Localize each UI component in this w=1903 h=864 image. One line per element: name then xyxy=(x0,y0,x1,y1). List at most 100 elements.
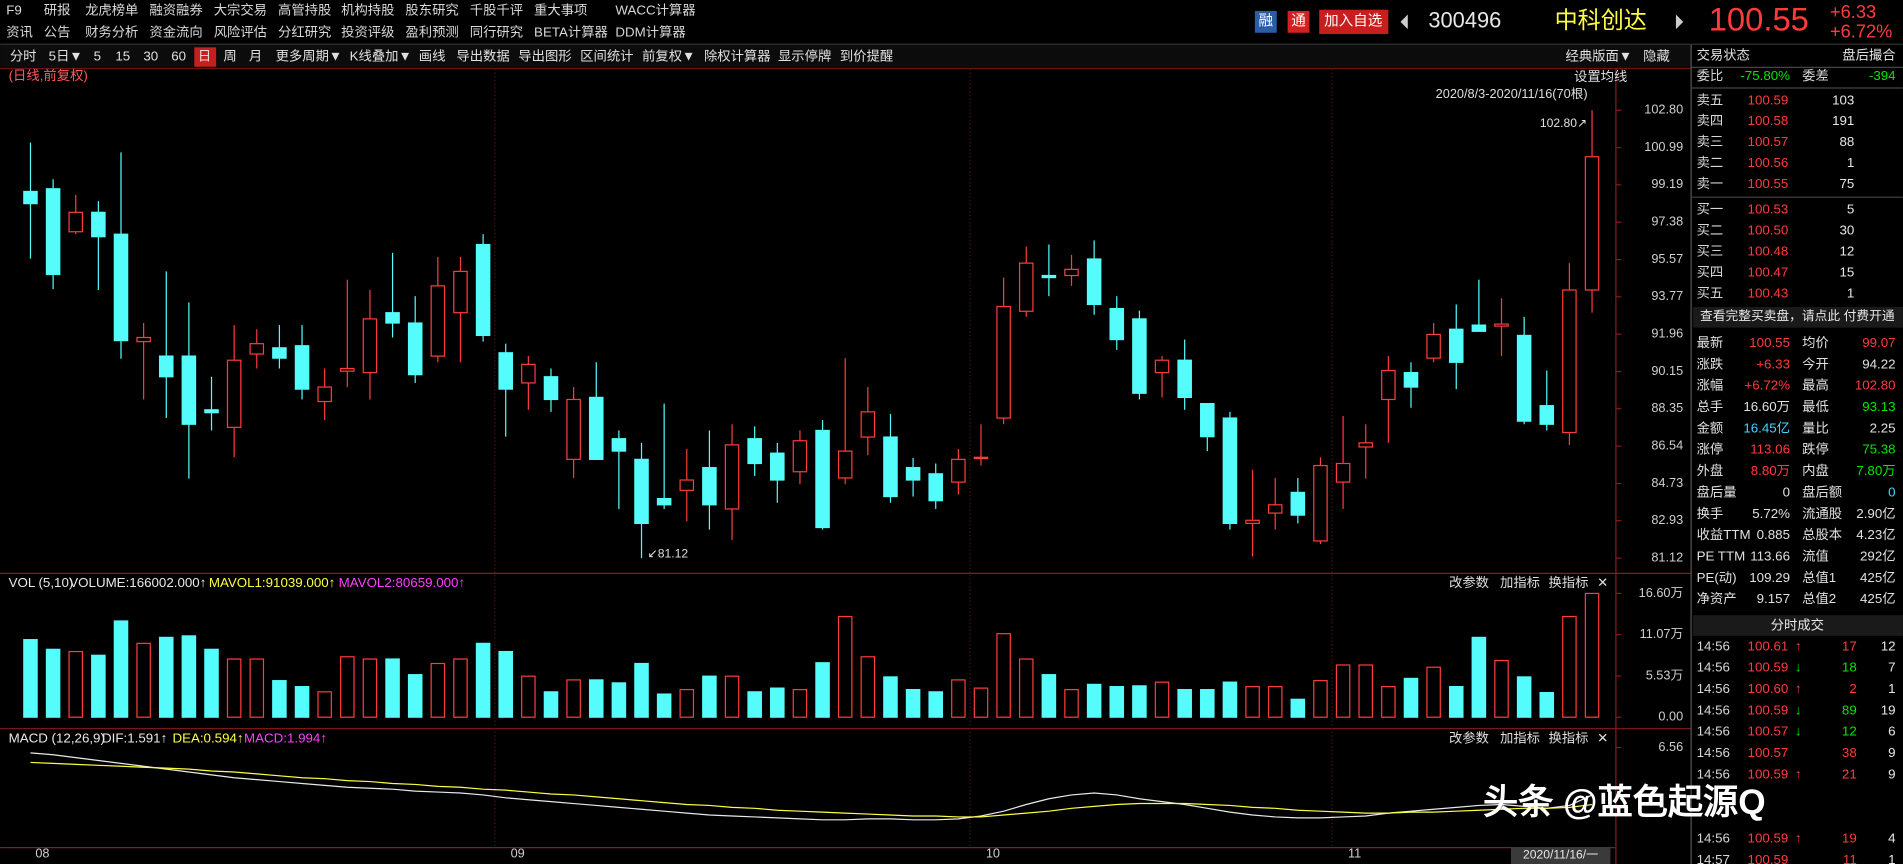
candle-body xyxy=(1358,442,1374,448)
book-label: 卖二 xyxy=(1697,155,1724,170)
volume-bar xyxy=(1313,680,1328,718)
trades-header-bar xyxy=(1692,615,1903,636)
stat-label: 流通股 xyxy=(1802,506,1842,521)
stat-value: 113.06 xyxy=(1750,442,1790,457)
toolbar-item[interactable]: 画线 xyxy=(419,49,446,64)
toolbar-item[interactable]: 导出数据 xyxy=(456,49,509,64)
toolbar-item[interactable]: 经典版面▼ xyxy=(1566,49,1633,64)
toolbar-item[interactable]: 区间统计 xyxy=(580,49,633,64)
stat-label: 涨幅 xyxy=(1697,378,1724,393)
stat-value: 102.80 xyxy=(1855,378,1896,393)
toolbar-item[interactable]: 5日▼ xyxy=(49,49,83,64)
candle-body xyxy=(543,376,559,401)
trade-time: 14:56 xyxy=(1697,724,1730,739)
add-button[interactable] xyxy=(1319,9,1389,34)
menu-item[interactable]: 融资融券 xyxy=(149,2,202,17)
toolbar-item[interactable]: 月 xyxy=(249,49,262,64)
volume-bar xyxy=(656,693,672,718)
menu-item[interactable]: F9 xyxy=(6,2,22,17)
toolbar-item[interactable]: 到价提醒 xyxy=(840,49,893,64)
toolbar-item[interactable]: 隐藏 xyxy=(1643,49,1670,64)
watermark: 头条 @蓝色起源Q xyxy=(1483,783,1766,822)
toolbar-item[interactable]: 15 xyxy=(115,49,130,64)
book-price: 100.53 xyxy=(1748,201,1789,216)
toolbar-item[interactable]: 前复权▼ xyxy=(642,48,695,64)
candle-body xyxy=(23,190,38,205)
candle-body xyxy=(679,479,695,491)
toolbar-item[interactable]: 分时 xyxy=(10,49,37,64)
toolbar-item[interactable]: 5 xyxy=(94,49,101,64)
stat-value: 0 xyxy=(1888,484,1895,499)
toolbar-item[interactable]: 日 xyxy=(198,49,211,64)
panel-button[interactable]: ✕ xyxy=(1597,731,1608,746)
candle-body xyxy=(905,467,921,481)
menu-item[interactable]: 千股千评 xyxy=(470,2,523,17)
stat-label: 收益TTM xyxy=(1697,527,1751,542)
settings-button[interactable]: 设置均线 xyxy=(1574,69,1627,84)
volume-bar xyxy=(679,688,695,718)
candle-body xyxy=(91,211,106,238)
volume-bar xyxy=(611,682,627,718)
panel-button[interactable]: 换指标 xyxy=(1549,575,1589,590)
menu-item[interactable]: 高管持股 xyxy=(278,1,331,17)
panel-button[interactable]: 改参数 xyxy=(1449,730,1489,746)
book-label: 卖一 xyxy=(1697,176,1724,191)
stat-value: 100.55 xyxy=(1749,335,1790,350)
menu-item[interactable]: 盈利预测 xyxy=(405,24,458,39)
x-tick-label: 11 xyxy=(1348,846,1361,861)
toolbar-item[interactable]: 导出图形 xyxy=(518,49,571,64)
menu-item[interactable]: 龙虎榜单 xyxy=(85,1,138,17)
toolbar-item[interactable]: 除权计算器 xyxy=(704,48,771,64)
y-tick-label: 95.57 xyxy=(1651,251,1683,266)
notice[interactable]: 查看完整买卖盘，请点此 付费开通 xyxy=(1700,308,1895,323)
menu-item[interactable]: 机构持股 xyxy=(341,2,394,17)
menu-item[interactable]: 财务分析 xyxy=(85,24,138,39)
menu-item[interactable]: 分红研究 xyxy=(278,24,331,39)
menu-item[interactable]: 资金流向 xyxy=(149,24,202,39)
trade-price: 100.59 xyxy=(1748,702,1789,717)
trade-direction: ↑ xyxy=(1795,831,1802,846)
menu-item[interactable]: 重大事项 xyxy=(534,2,587,17)
trade-price: 100.57 xyxy=(1748,745,1789,760)
panel-button[interactable]: 加指标 xyxy=(1500,575,1540,590)
menu-item[interactable]: 公告 xyxy=(44,24,71,39)
toolbar-item[interactable]: 周 xyxy=(223,49,236,64)
volume-bar xyxy=(996,633,1011,718)
menu-item[interactable]: 同行研究 xyxy=(470,24,523,39)
volume-bar xyxy=(1245,686,1260,718)
menu-item[interactable]: 资讯 xyxy=(6,24,33,39)
volume-bar xyxy=(883,676,898,718)
prev-arrow[interactable] xyxy=(1400,14,1408,30)
candle-body xyxy=(724,444,740,510)
toolbar-item[interactable]: 更多周期▼ xyxy=(276,48,343,64)
panel-button[interactable]: ✕ xyxy=(1597,575,1608,590)
volume-bar xyxy=(928,691,944,718)
panel-button[interactable]: 换指标 xyxy=(1549,731,1589,746)
menu-item[interactable]: 大宗交易 xyxy=(214,1,267,17)
panel-button[interactable]: 改参数 xyxy=(1449,574,1489,590)
toolbar-item[interactable]: 30 xyxy=(143,49,158,64)
volume-bar xyxy=(1471,636,1487,718)
badge-text[interactable]: 通 xyxy=(1291,13,1306,30)
toolbar-item[interactable]: 显示停牌 xyxy=(778,48,831,64)
volume-bar xyxy=(724,675,740,718)
menu-item[interactable]: BETA计算器 xyxy=(534,24,608,39)
toolbar-item[interactable]: K线叠加▼ xyxy=(350,49,412,64)
menu-item[interactable]: DDM计算器 xyxy=(615,24,685,39)
badge-text[interactable]: 融 xyxy=(1259,13,1274,30)
stat-label: PE TTM xyxy=(1697,549,1746,564)
book-volume: 103 xyxy=(1832,92,1854,107)
menu-item[interactable]: 研报 xyxy=(44,2,71,17)
volume-bar xyxy=(1539,691,1555,718)
toolbar-item[interactable]: 60 xyxy=(171,49,186,64)
stat-label: 今开 xyxy=(1802,356,1829,371)
menu-item[interactable]: 股东研究 xyxy=(405,2,458,17)
candle-body xyxy=(1064,268,1079,277)
menu-item[interactable]: 风险评估 xyxy=(214,24,267,39)
add-button-text[interactable]: 加入自选 xyxy=(1324,13,1383,30)
menu-item[interactable]: 投资评级 xyxy=(341,24,394,39)
next-arrow[interactable] xyxy=(1675,14,1684,30)
y-tick-label: 93.77 xyxy=(1651,288,1683,303)
panel-button[interactable]: 加指标 xyxy=(1500,731,1540,746)
menu-item[interactable]: WACC计算器 xyxy=(615,2,695,17)
